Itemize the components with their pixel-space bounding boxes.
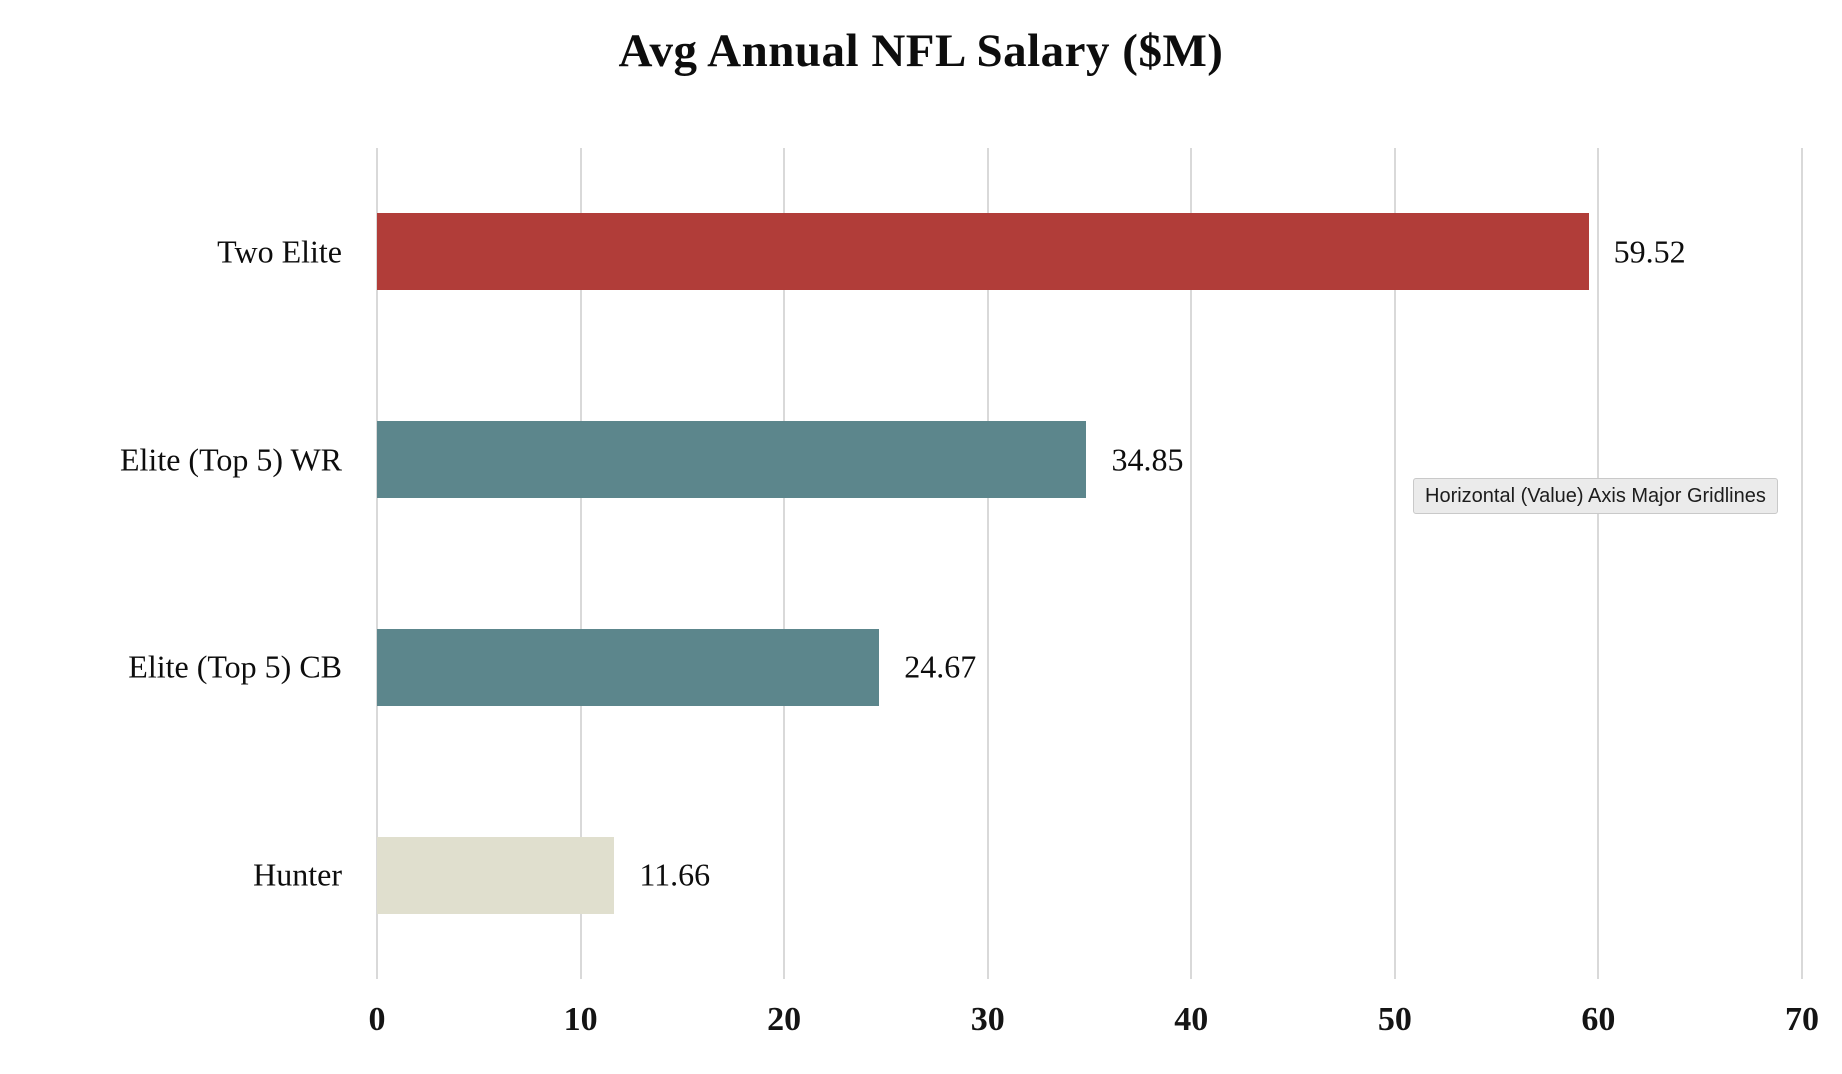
data-value-label[interactable]: 59.52 <box>1613 233 1686 270</box>
value-axis-major-gridline[interactable] <box>376 148 378 979</box>
value-axis-major-gridline[interactable] <box>1801 148 1803 979</box>
data-value-label[interactable]: 34.85 <box>1111 441 1184 478</box>
value-axis-major-gridline[interactable] <box>1597 148 1600 979</box>
value-axis-major-gridline[interactable] <box>783 148 786 979</box>
plot-area[interactable]: Two Elite 59.52 Elite (Top 5) WR 34.85 Elite… <box>120 148 1803 979</box>
category-axis-label[interactable]: Hunter <box>253 856 342 893</box>
bar-row: Hunter 11.66 <box>253 836 1802 914</box>
data-series-bar[interactable] <box>377 836 615 914</box>
data-value-label[interactable]: 24.67 <box>904 648 977 685</box>
category-axis-label[interactable]: Two Elite <box>217 233 342 270</box>
x-axis-tick-label[interactable]: 50 <box>1377 1001 1412 1038</box>
category-axis-label[interactable]: Elite (Top 5) CB <box>128 648 342 685</box>
bar-row: Two Elite 59.52 <box>217 213 1802 291</box>
x-axis-tick-label[interactable]: 40 <box>1174 1001 1209 1038</box>
x-axis-tick-label[interactable]: 70 <box>1785 1001 1819 1038</box>
x-axis-tick-label[interactable]: 20 <box>767 1001 802 1038</box>
x-axis-tick-label[interactable]: 30 <box>970 1001 1005 1038</box>
value-axis-major-gridline[interactable] <box>1393 148 1396 979</box>
bar-row: Elite (Top 5) WR 34.85 <box>120 421 1802 499</box>
data-series-bar[interactable] <box>377 213 1589 291</box>
gridlines-hover-tooltip: Horizontal (Value) Axis Major Gridlines <box>1413 478 1778 514</box>
value-axis-major-gridline[interactable] <box>1190 148 1193 979</box>
chart-title[interactable]: Avg Annual NFL Salary ($M) <box>618 25 1224 77</box>
data-series-bar[interactable] <box>377 628 880 706</box>
x-axis-tick-label[interactable]: 60 <box>1581 1001 1616 1038</box>
category-axis-label[interactable]: Elite (Top 5) WR <box>119 441 342 478</box>
x-axis-tick-label[interactable]: 0 <box>368 1001 386 1038</box>
value-axis-major-gridline[interactable] <box>986 148 989 979</box>
value-axis-major-gridline[interactable] <box>579 148 582 979</box>
bar-row: Elite (Top 5) CB 24.67 <box>128 628 1802 706</box>
data-value-label[interactable]: 11.66 <box>639 856 711 893</box>
data-series-bar[interactable] <box>377 421 1087 499</box>
x-axis-tick-label[interactable]: 10 <box>563 1001 598 1038</box>
